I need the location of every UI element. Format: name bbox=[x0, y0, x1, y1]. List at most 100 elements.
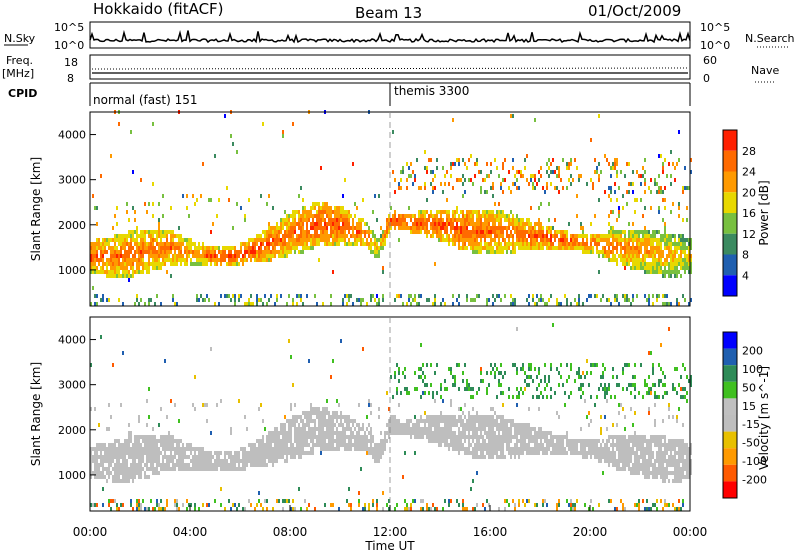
echo-cell bbox=[334, 218, 336, 222]
echo-cell bbox=[196, 447, 198, 451]
echo-cell bbox=[540, 166, 542, 170]
colorbar-swatch bbox=[723, 254, 737, 276]
echo-cell bbox=[658, 294, 660, 298]
echo-cell bbox=[648, 298, 650, 302]
echo-cell bbox=[356, 435, 358, 439]
echo-cell bbox=[510, 447, 512, 451]
echo-cell bbox=[244, 463, 246, 467]
echo-cell bbox=[444, 443, 446, 447]
echo-cell bbox=[372, 294, 374, 298]
echo-cell bbox=[270, 431, 272, 435]
echo-cell bbox=[378, 451, 380, 455]
echo-cell bbox=[158, 471, 160, 475]
echo-cell bbox=[132, 238, 134, 242]
echo-cell bbox=[488, 431, 490, 435]
echo-cell bbox=[166, 254, 168, 258]
echo-cell bbox=[458, 294, 460, 298]
echo-cell bbox=[276, 294, 278, 298]
echo-cell bbox=[220, 294, 222, 298]
echo-cell bbox=[450, 399, 452, 403]
echo-cell bbox=[128, 262, 130, 266]
echo-cell bbox=[350, 419, 352, 423]
echo-cell bbox=[688, 250, 690, 254]
echo-cell bbox=[304, 439, 306, 443]
echo-cell bbox=[242, 467, 244, 471]
echo-cell bbox=[670, 174, 672, 178]
echo-cell bbox=[198, 467, 200, 471]
echo-cell bbox=[670, 266, 672, 270]
echo-cell bbox=[678, 238, 680, 242]
echo-cell bbox=[488, 415, 490, 419]
echo-cell bbox=[180, 242, 182, 246]
echo-cell bbox=[348, 222, 350, 226]
echo-cell bbox=[612, 242, 614, 246]
echo-cell bbox=[112, 250, 114, 254]
echo-cell bbox=[376, 459, 378, 463]
echo-cell bbox=[250, 254, 252, 258]
echo-cell bbox=[256, 503, 258, 507]
echo-cell bbox=[200, 455, 202, 459]
echo-cell bbox=[98, 258, 100, 262]
echo-cell bbox=[138, 463, 140, 467]
echo-cell bbox=[614, 258, 616, 262]
echo-cell bbox=[664, 158, 666, 162]
echo-cell bbox=[476, 230, 478, 234]
echo-cell bbox=[166, 435, 168, 439]
echo-cell bbox=[522, 238, 524, 242]
echo-cell bbox=[538, 242, 540, 246]
echo-cell bbox=[644, 262, 646, 266]
echo-cell bbox=[236, 459, 238, 463]
echo-cell bbox=[662, 166, 664, 170]
echo-cell bbox=[322, 411, 324, 415]
echo-cell bbox=[138, 471, 140, 475]
echo-cell bbox=[326, 435, 328, 439]
echo-cell bbox=[460, 238, 462, 242]
echo-cell bbox=[294, 230, 296, 234]
echo-cell bbox=[500, 455, 502, 459]
echo-cell bbox=[450, 367, 452, 371]
echo-cell bbox=[458, 230, 460, 234]
echo-cell bbox=[354, 242, 356, 246]
echo-cell bbox=[458, 178, 460, 182]
echo-cell bbox=[392, 222, 394, 226]
echo-cell bbox=[498, 222, 500, 226]
echo-cell bbox=[156, 258, 158, 262]
echo-cell bbox=[118, 254, 120, 258]
echo-cell bbox=[454, 383, 456, 387]
echo-cell bbox=[422, 210, 424, 214]
echo-cell bbox=[546, 447, 548, 451]
echo-cell bbox=[532, 242, 534, 246]
echo-cell bbox=[682, 258, 684, 262]
echo-cell bbox=[340, 218, 342, 222]
echo-cell bbox=[548, 242, 550, 246]
echo-cell bbox=[330, 447, 332, 451]
echo-cell bbox=[404, 218, 406, 222]
echo-cell bbox=[474, 423, 476, 427]
echo-cell bbox=[134, 467, 136, 471]
echo-cell bbox=[484, 222, 486, 226]
echo-cell bbox=[480, 447, 482, 451]
echo-cell bbox=[552, 234, 554, 238]
echo-cell bbox=[248, 459, 250, 463]
echo-cell bbox=[184, 467, 186, 471]
freq-label: Freq. bbox=[6, 54, 33, 67]
echo-cell bbox=[504, 431, 506, 435]
echo-cell bbox=[312, 411, 314, 415]
echo-cell bbox=[496, 226, 498, 230]
echo-cell bbox=[384, 439, 386, 443]
echo-cell bbox=[582, 238, 584, 242]
echo-cell bbox=[146, 423, 148, 427]
echo-cell bbox=[590, 242, 592, 246]
echo-cell bbox=[414, 214, 416, 218]
echo-cell bbox=[418, 294, 420, 298]
echo-cell bbox=[632, 294, 634, 298]
echo-cell bbox=[504, 178, 506, 182]
echo-cell bbox=[484, 238, 486, 242]
echo-cell bbox=[690, 258, 692, 262]
echo-cell bbox=[152, 250, 154, 254]
echo-cell bbox=[102, 258, 104, 262]
echo-cell bbox=[400, 391, 402, 395]
echo-cell bbox=[468, 411, 470, 415]
echo-cell bbox=[196, 246, 198, 250]
echo-cell bbox=[314, 202, 316, 206]
